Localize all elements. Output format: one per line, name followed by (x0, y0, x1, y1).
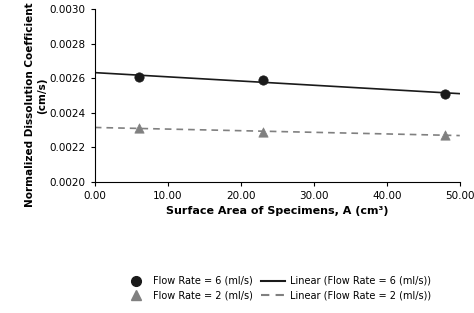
X-axis label: Surface Area of Specimens, A (cm³): Surface Area of Specimens, A (cm³) (166, 206, 389, 216)
Point (135, 74, 142, 79)
Point (135, 126, 142, 131)
Point (259, 78, 266, 83)
Legend: Flow Rate = 6 (ml/s), Flow Rate = 2 (ml/s), Linear (Flow Rate = 6 (ml/s)), Linea: Flow Rate = 6 (ml/s), Flow Rate = 2 (ml/… (124, 276, 431, 301)
Point (441, 133, 449, 138)
Y-axis label: Normalized Dissolution Coefficient , K
(cm/s): Normalized Dissolution Coefficient , K (… (25, 0, 47, 208)
Point (259, 129, 266, 134)
Point (441, 91, 449, 96)
